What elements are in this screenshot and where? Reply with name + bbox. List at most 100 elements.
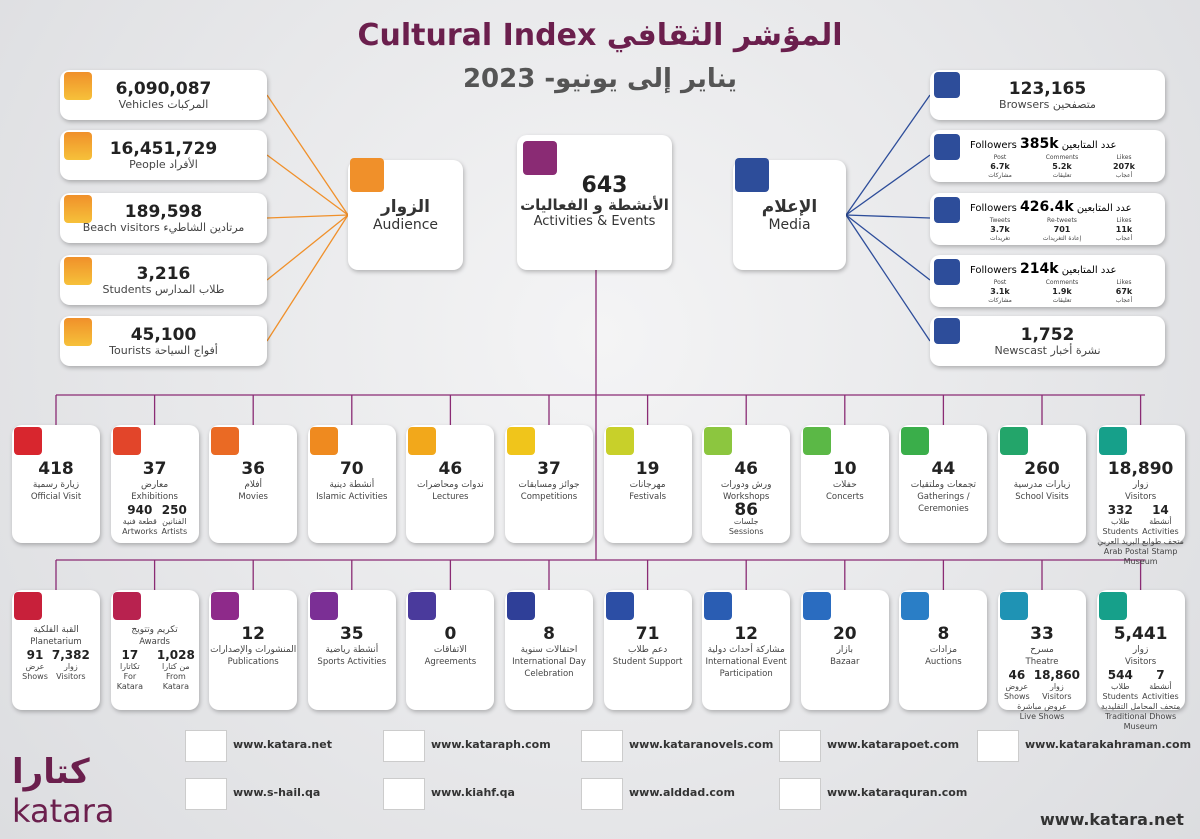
link-logo xyxy=(779,730,821,762)
card-stats: 332 طلاب Students 14 أنشطة Activities xyxy=(1103,503,1179,537)
card-value: 12 xyxy=(241,624,266,644)
icon xyxy=(309,592,338,620)
social-stat: Likes 11k أعجاب xyxy=(1094,217,1154,243)
audience-item: 189,598 Beach visitors مرتادين الشاطيء xyxy=(60,193,267,243)
icon xyxy=(934,72,960,98)
activity-card: 418 زيارة رسمية Official Visit xyxy=(12,425,100,543)
audience-item: 16,451,729 People الأفراد xyxy=(60,130,267,180)
stat-label_en: Comments xyxy=(1045,154,1079,161)
label-ar: متصفحين xyxy=(1052,98,1096,111)
card-note-ar: متحف المحامل التقليدية xyxy=(1100,702,1181,711)
icon xyxy=(408,427,437,455)
card-label-en: Workshops xyxy=(723,492,770,502)
activity-card: 260 زيارات مدرسية School Visits xyxy=(998,425,1086,543)
social-stat: Post 3.1k مشاركات xyxy=(970,279,1030,305)
social-stat: Likes 207k أعجاب xyxy=(1094,154,1154,180)
stat-value: 67k xyxy=(1115,287,1133,296)
activity-card: القبة الفلكية Planetarium 91 عرض Shows 7,382 ز… xyxy=(12,590,100,710)
stat-ar: من كتارا xyxy=(162,662,190,671)
card-value: 70 xyxy=(339,459,364,479)
card-value: 8 xyxy=(543,624,555,644)
followers: Followers 385k عدد المتابعين xyxy=(970,136,1117,152)
social-stat: Comments 5.2k تعليقات xyxy=(1032,154,1092,180)
card-label-ar: مهرجانات xyxy=(629,480,666,490)
stat-value: 7,382 xyxy=(51,648,90,662)
card-label-ar: حفلات xyxy=(832,480,857,490)
link-logo xyxy=(185,730,227,762)
media-hub: الإعلام Media xyxy=(733,158,846,270)
audience-item: 3,216 Students طلاب المدارس xyxy=(60,255,267,305)
stat-value: 332 xyxy=(1107,503,1133,517)
card-label-en: Student Support xyxy=(612,657,683,667)
followers-value: 426.4k xyxy=(1020,199,1074,215)
card-stats: 544 طلاب Students 7 أنشطة Activities xyxy=(1103,668,1179,702)
card-label-en: Visitors xyxy=(1124,657,1157,667)
card-note-en: Live Shows xyxy=(1019,712,1065,721)
connector xyxy=(266,214,349,342)
icon xyxy=(523,141,557,175)
card-note-ar: متحف طوابع البريد العربي xyxy=(1097,537,1184,546)
icon xyxy=(934,318,960,344)
stat-ar: تكاتارا xyxy=(119,662,140,671)
stat-value: 17 xyxy=(121,648,139,662)
card-label-en: Official Visit xyxy=(30,492,82,502)
card-label-en: Visitors xyxy=(1124,492,1157,502)
stat-en: From Katara xyxy=(162,672,189,691)
social-item: Followers 426.4k عدد المتابعين Tweets 3.7k… xyxy=(930,193,1165,245)
activity-card: 10 حفلات Concerts xyxy=(800,425,889,543)
hub-text: Audience xyxy=(372,217,439,233)
connector xyxy=(266,214,349,281)
icon xyxy=(64,318,92,346)
stat-value: 14 xyxy=(1152,503,1169,517)
icon xyxy=(1000,592,1028,620)
stat-en: Activities xyxy=(1142,527,1179,536)
social-item: Followers 214k عدد المتابعين Post 3.1k مشار… xyxy=(930,255,1165,307)
label-ar: عدد المتابعين xyxy=(1061,140,1117,151)
stat-value: 701 xyxy=(1053,225,1071,234)
card-stat: 91 عرض Shows xyxy=(22,648,48,682)
card-label-en: Sports Activities xyxy=(317,657,387,667)
activity-card: 70 أنشطة دينية Islamic Activities xyxy=(307,425,396,543)
stat-en: Visitors xyxy=(1042,692,1072,701)
stat-ar: عروض xyxy=(1005,682,1029,691)
card-label-ar: القبة الفلكية xyxy=(33,625,79,635)
social-stat: Re-tweets 701 إعادة التغريدات xyxy=(1032,217,1092,243)
stat-value: 3.1k xyxy=(990,287,1010,296)
stat-value: 250 xyxy=(161,503,187,517)
icon xyxy=(704,427,733,455)
stat-value: 7 xyxy=(1156,668,1165,682)
label-ar: المركبات xyxy=(167,98,209,111)
stat-en: For Katara xyxy=(116,672,143,691)
icon xyxy=(934,197,960,223)
stat-label_en: Likes xyxy=(1116,279,1132,286)
card-label-en: Competitions xyxy=(520,492,578,502)
link: www.kataranovels.com xyxy=(629,738,774,751)
stat-label_ar: مشاركات xyxy=(988,172,1012,179)
card-label-ar: معارض xyxy=(141,480,169,490)
activities-ar: الأنشطة و الفعاليات xyxy=(520,196,669,214)
icon xyxy=(901,427,930,455)
icon xyxy=(112,427,141,455)
card-label-en: Theatre xyxy=(1025,657,1059,667)
card-label-ar: تكريم وتتويج xyxy=(131,625,178,635)
icon xyxy=(14,427,42,455)
card-value: 0 xyxy=(444,624,457,644)
card-label-en: Concerts xyxy=(825,492,864,502)
card-label-en: Auctions xyxy=(925,657,962,667)
card-value: 12 xyxy=(734,624,759,644)
stat-value: 91 xyxy=(26,648,44,662)
audience-item: 6,090,087 Vehicles المركبات xyxy=(60,70,267,120)
card-label-ar: أفلام xyxy=(244,480,263,490)
audience-hub: الزوار Audience xyxy=(348,158,463,270)
icon xyxy=(350,158,384,192)
item-label: Newscast نشرة أخبار xyxy=(994,345,1100,357)
label-en: Tourists xyxy=(109,344,152,357)
card-label-ar: الاتفاقات xyxy=(433,645,467,655)
activity-card: 0 الاتفاقات Agreements xyxy=(406,590,495,710)
stat-en: Sessions xyxy=(728,527,764,536)
card-stat: 46 عروض Shows xyxy=(1004,668,1030,702)
subtitle: يناير إلى يونيو- 2023 xyxy=(462,64,738,94)
card-stat: 940 قطعة فنية Artworks xyxy=(122,503,157,537)
item-label: Beach visitors مرتادين الشاطيء xyxy=(83,222,245,234)
card-stat: 17 تكاتارا For Katara xyxy=(111,648,150,692)
